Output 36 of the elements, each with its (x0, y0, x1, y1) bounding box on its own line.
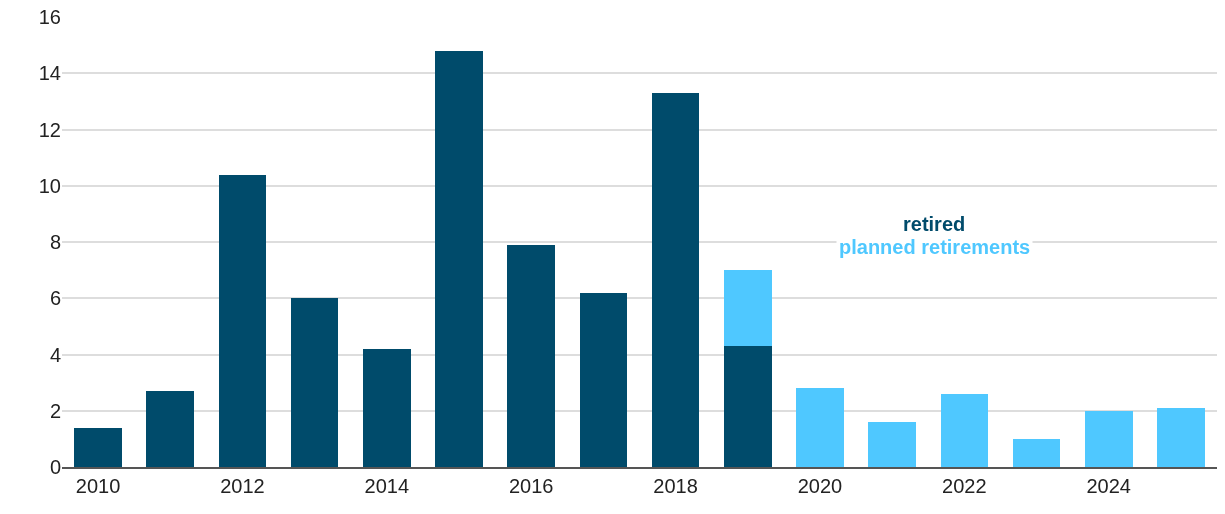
y-tick-label: 12 (38, 118, 61, 141)
bar (1084, 410, 1133, 467)
bar (435, 50, 483, 467)
y-tick-label: 8 (49, 231, 61, 253)
bar (796, 388, 844, 467)
bar (146, 391, 195, 467)
text: planned retirements (839, 236, 1031, 258)
bar (1012, 438, 1061, 467)
bar (218, 174, 267, 467)
x-tick-label: 2024 (1086, 475, 1131, 497)
x-tick-label: 2010 (75, 475, 121, 497)
text: retired (903, 213, 966, 235)
bar (723, 346, 772, 467)
y-tick-label: 16 (38, 6, 61, 28)
x-tick-label: 2018 (653, 475, 698, 497)
bar (363, 348, 411, 467)
bar (74, 427, 122, 467)
y-tick-label: 10 (38, 174, 61, 197)
x-tick-label: 2014 (364, 475, 410, 497)
bar (651, 92, 700, 467)
x-tick-label: 2022 (942, 475, 987, 497)
x-tick-label: 2020 (797, 475, 843, 497)
y-tick-label: 6 (49, 287, 61, 310)
bar (507, 244, 556, 467)
bar (1157, 407, 1205, 467)
x-tick-label: 2016 (508, 475, 554, 497)
bar (723, 270, 772, 347)
x-tick-label: 2012 (220, 475, 265, 497)
bar (940, 393, 989, 467)
y-tick-label: 4 (49, 343, 61, 366)
bar (290, 298, 339, 467)
bar (579, 292, 628, 467)
bar (868, 422, 916, 467)
y-tick-label: 0 (49, 456, 61, 478)
y-tick-label: 14 (38, 62, 61, 85)
y-tick-label: 2 (49, 399, 61, 422)
